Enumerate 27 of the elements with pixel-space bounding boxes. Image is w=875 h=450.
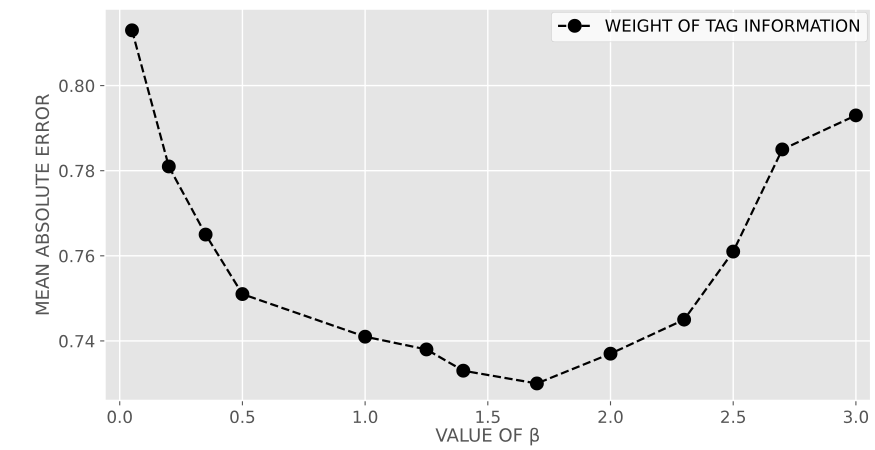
x-tick-label: 0.0 bbox=[108, 410, 132, 424]
y-axis-title: MEAN ABSOLUTE ERROR bbox=[35, 94, 50, 314]
x-tick-label: 1.5 bbox=[476, 410, 500, 424]
x-tick-label: 0.5 bbox=[230, 410, 254, 424]
point bbox=[530, 376, 544, 390]
point bbox=[420, 342, 434, 356]
y-tick-label: 0.74 bbox=[59, 334, 94, 348]
point bbox=[726, 244, 740, 259]
x-tick-label: 2.5 bbox=[721, 410, 746, 424]
point bbox=[456, 364, 470, 378]
y-tick-label: 0.78 bbox=[59, 164, 94, 178]
point bbox=[125, 23, 139, 38]
point bbox=[358, 330, 372, 344]
x-axis-title: VALUE OF β bbox=[435, 428, 539, 446]
point bbox=[235, 287, 250, 302]
point bbox=[162, 160, 176, 174]
point bbox=[775, 142, 790, 156]
x-tick-label: 2.0 bbox=[598, 410, 623, 424]
x-tick-label: 1.0 bbox=[354, 410, 378, 424]
point bbox=[198, 228, 213, 242]
legend-label: WEIGHT OF TAG INFORMATION bbox=[605, 19, 859, 32]
x-tick-label: 3.0 bbox=[844, 410, 868, 424]
point bbox=[677, 312, 692, 327]
point bbox=[604, 346, 618, 361]
point bbox=[848, 108, 863, 122]
y-tick-label: 0.80 bbox=[59, 80, 94, 92]
y-tick-label: 0.76 bbox=[59, 250, 94, 262]
